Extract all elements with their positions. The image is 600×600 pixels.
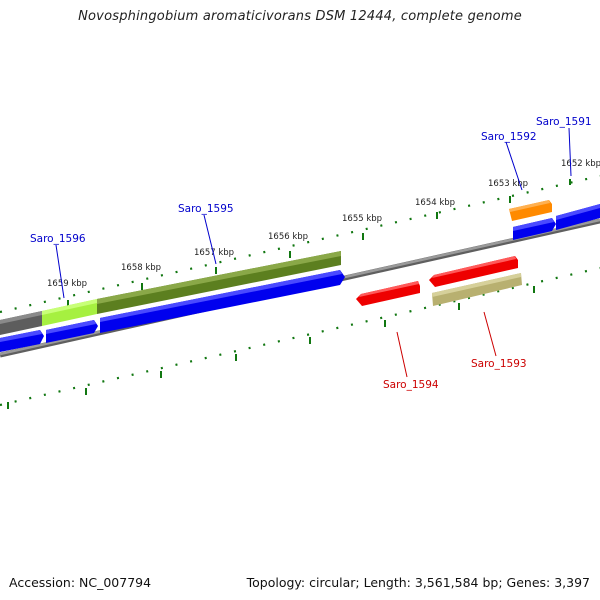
gene-label-saro-1595[interactable]: Saro_1595 [178,203,234,215]
callout-line-saro-1591 [568,127,572,177]
kbp-label-1652: 1652 kbp [561,159,600,169]
reverse-genes[interactable] [356,256,522,306]
upper-forward-genes[interactable] [0,200,552,335]
topology-text: Topology: circular; Length: 3,561,584 bp… [246,575,590,590]
kbp-label-1657: 1657 kbp [194,248,234,258]
callout-line-saro-1593 [483,311,497,357]
red-gene-saro-1593-highlight [432,256,516,278]
red-gene-saro-1594-highlight [359,281,419,297]
orange-gene-saro-1592[interactable] [509,200,552,221]
orange-gene-highlight [509,200,550,212]
blue-gene-saro-1591-highlight [556,204,600,220]
lime-gene-highlight [42,299,97,315]
kbp-label-1655: 1655 kbp [342,214,382,224]
callout-line-saro-1594 [396,331,408,378]
accession-text: Accession: NC_007794 [9,575,152,590]
callout-line-saro-1596 [55,244,65,299]
blue-gene-long-highlight [100,270,342,322]
kbp-labels: 1652 kbp 1653 kbp 1654 kbp 1655 kbp 1656… [47,159,600,289]
gene-labels: Saro_1591 Saro_1592 Saro_1595 Saro_1596 … [30,116,592,391]
blue-forward-genes[interactable] [0,204,600,352]
genome-title: Novosphingobium aromaticivorans DSM 1244… [78,9,522,24]
callout-line-saro-1592 [505,141,523,191]
blue-gene-highlight-2 [46,320,96,334]
kbp-label-1653: 1653 kbp [488,179,528,189]
blue-gene-highlight-4 [513,218,554,231]
gene-label-saro-1592[interactable]: Saro_1592 [481,131,537,143]
blue-gene-long[interactable] [100,270,345,333]
gene-label-saro-1593[interactable]: Saro_1593 [471,358,527,370]
khaki-gene-highlight [432,273,521,297]
kbp-label-1654: 1654 kbp [415,198,455,208]
kbp-label-1659: 1659 kbp [47,279,87,289]
gene-label-saro-1594[interactable]: Saro_1594 [383,379,439,391]
kbp-label-1658: 1658 kbp [121,263,161,273]
dark-grey-gene-highlight [0,311,42,324]
blue-gene-left-highlight [0,330,42,342]
kbp-major-ticks [7,179,571,409]
callout-line-saro-1595 [203,214,217,265]
kbp-label-1656: 1656 kbp [268,232,308,242]
gene-label-saro-1591[interactable]: Saro_1591 [536,116,592,128]
olive-gene-highlight [97,251,341,304]
gene-label-saro-1596[interactable]: Saro_1596 [30,233,86,245]
gene-callouts [55,127,572,378]
red-gene-saro-1593[interactable] [429,256,518,287]
